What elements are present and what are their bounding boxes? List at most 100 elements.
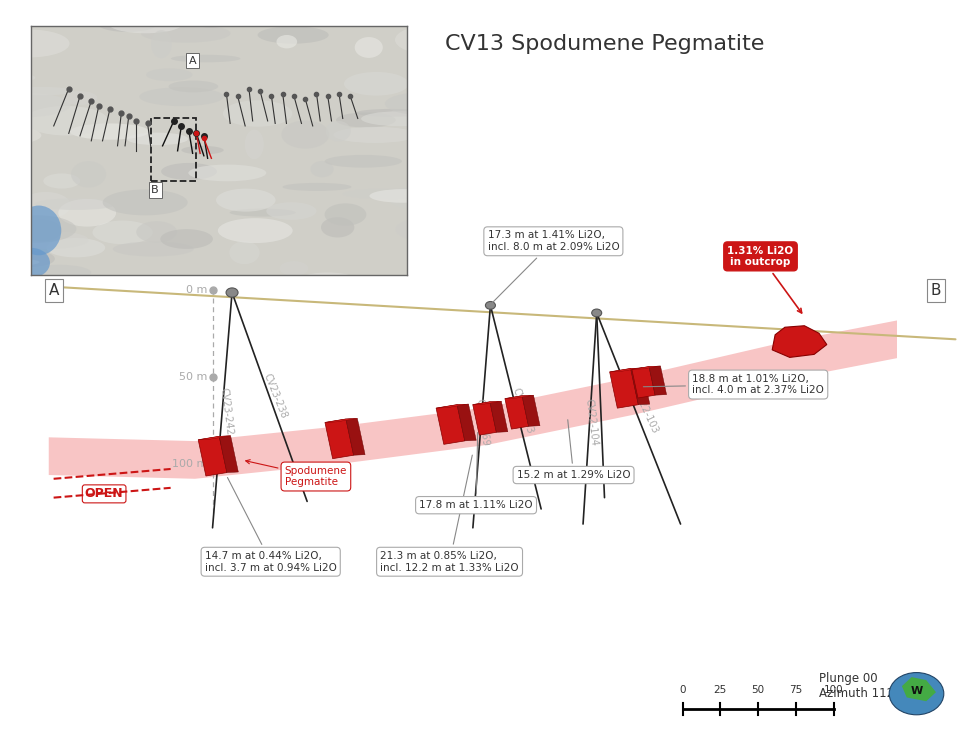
Ellipse shape <box>134 289 180 308</box>
Polygon shape <box>489 401 508 432</box>
Text: 21.3 m at 0.85% Li2O,
incl. 12.2 m at 1.33% Li2O: 21.3 m at 0.85% Li2O, incl. 12.2 m at 1.… <box>380 455 519 572</box>
Ellipse shape <box>385 92 461 115</box>
Ellipse shape <box>140 24 230 43</box>
Text: 14.7 m at 0.44% Li2O,
incl. 3.7 m at 0.94% Li2O: 14.7 m at 0.44% Li2O, incl. 3.7 m at 0.9… <box>205 477 336 572</box>
Polygon shape <box>505 395 533 399</box>
Ellipse shape <box>266 202 317 220</box>
Ellipse shape <box>122 11 177 25</box>
Ellipse shape <box>70 124 149 139</box>
Ellipse shape <box>356 109 429 117</box>
Ellipse shape <box>0 93 70 118</box>
Ellipse shape <box>113 241 194 256</box>
Polygon shape <box>325 419 354 458</box>
Text: Spodumene
Pegmatite: Spodumene Pegmatite <box>246 460 347 487</box>
Polygon shape <box>609 369 639 408</box>
Circle shape <box>889 673 944 715</box>
Ellipse shape <box>161 163 217 180</box>
Ellipse shape <box>136 221 177 243</box>
Ellipse shape <box>321 217 354 238</box>
Text: CV23-269: CV23-269 <box>475 398 490 446</box>
Text: CV23-238: CV23-238 <box>261 372 289 420</box>
Ellipse shape <box>282 121 330 149</box>
Polygon shape <box>631 368 649 405</box>
Text: 18.8 m at 1.01% Li2O,
incl. 4.0 m at 2.37% Li2O: 18.8 m at 1.01% Li2O, incl. 4.0 m at 2.3… <box>644 374 824 395</box>
Ellipse shape <box>151 30 172 58</box>
Text: CV23-263: CV23-263 <box>511 387 534 435</box>
Text: 15.2 m at 1.29% Li2O: 15.2 m at 1.29% Li2O <box>517 420 631 480</box>
Ellipse shape <box>408 169 445 179</box>
Polygon shape <box>632 366 655 398</box>
Ellipse shape <box>228 8 289 26</box>
Polygon shape <box>219 436 238 473</box>
Ellipse shape <box>0 215 76 243</box>
Ellipse shape <box>333 127 416 143</box>
Ellipse shape <box>127 133 188 145</box>
Ellipse shape <box>325 155 402 167</box>
Ellipse shape <box>310 161 333 177</box>
Text: 50 m: 50 m <box>179 372 208 382</box>
Polygon shape <box>505 396 528 429</box>
Ellipse shape <box>325 204 367 225</box>
Text: 100: 100 <box>824 685 843 695</box>
Text: 50: 50 <box>752 685 764 695</box>
Ellipse shape <box>245 130 264 159</box>
Circle shape <box>592 309 602 317</box>
Text: A: A <box>189 56 197 66</box>
Ellipse shape <box>134 279 176 296</box>
Ellipse shape <box>223 100 292 127</box>
Polygon shape <box>649 366 667 395</box>
Ellipse shape <box>0 258 39 266</box>
Ellipse shape <box>160 229 213 249</box>
Ellipse shape <box>27 265 91 280</box>
Ellipse shape <box>355 37 383 58</box>
Text: B: B <box>151 185 159 195</box>
Ellipse shape <box>342 188 431 199</box>
Ellipse shape <box>404 183 480 204</box>
Ellipse shape <box>257 26 329 44</box>
Text: 1.31% Li2O
in outcrop: 1.31% Li2O in outcrop <box>727 246 801 313</box>
Ellipse shape <box>97 14 158 32</box>
Ellipse shape <box>6 0 42 11</box>
Ellipse shape <box>6 250 55 267</box>
Ellipse shape <box>171 55 241 63</box>
Ellipse shape <box>93 221 153 244</box>
Text: 0 m: 0 m <box>186 285 208 296</box>
Bar <box>151 118 196 181</box>
Ellipse shape <box>388 185 467 210</box>
Ellipse shape <box>396 216 483 244</box>
Ellipse shape <box>216 188 276 212</box>
Ellipse shape <box>306 292 332 304</box>
Ellipse shape <box>280 261 308 276</box>
Ellipse shape <box>283 183 351 191</box>
Ellipse shape <box>58 199 116 227</box>
Ellipse shape <box>182 0 240 17</box>
Ellipse shape <box>188 0 236 10</box>
Text: B: B <box>931 283 941 298</box>
Ellipse shape <box>181 146 223 155</box>
Ellipse shape <box>336 112 396 127</box>
Text: 17.3 m at 1.41% Li2O,
incl. 8.0 m at 2.09% Li2O: 17.3 m at 1.41% Li2O, incl. 8.0 m at 2.0… <box>488 231 619 302</box>
Ellipse shape <box>230 209 295 216</box>
Polygon shape <box>473 401 501 405</box>
Ellipse shape <box>326 121 351 142</box>
Ellipse shape <box>193 19 227 27</box>
Ellipse shape <box>169 81 218 92</box>
Ellipse shape <box>0 29 69 57</box>
Polygon shape <box>436 405 465 444</box>
Polygon shape <box>457 404 476 441</box>
Ellipse shape <box>229 241 259 264</box>
Polygon shape <box>198 437 227 476</box>
Polygon shape <box>902 677 936 701</box>
Text: 17.8 m at 1.11% Li2O: 17.8 m at 1.11% Li2O <box>419 433 533 510</box>
Ellipse shape <box>139 87 223 106</box>
Text: W: W <box>911 685 922 696</box>
Text: CV23-242: CV23-242 <box>218 387 234 435</box>
Text: OPEN: OPEN <box>85 487 124 501</box>
Polygon shape <box>632 366 660 369</box>
Circle shape <box>226 288 238 297</box>
Polygon shape <box>609 368 643 372</box>
Text: 100 m: 100 m <box>173 458 208 469</box>
Ellipse shape <box>34 198 117 210</box>
Ellipse shape <box>62 91 98 105</box>
Text: CV22-104: CV22-104 <box>584 398 600 446</box>
